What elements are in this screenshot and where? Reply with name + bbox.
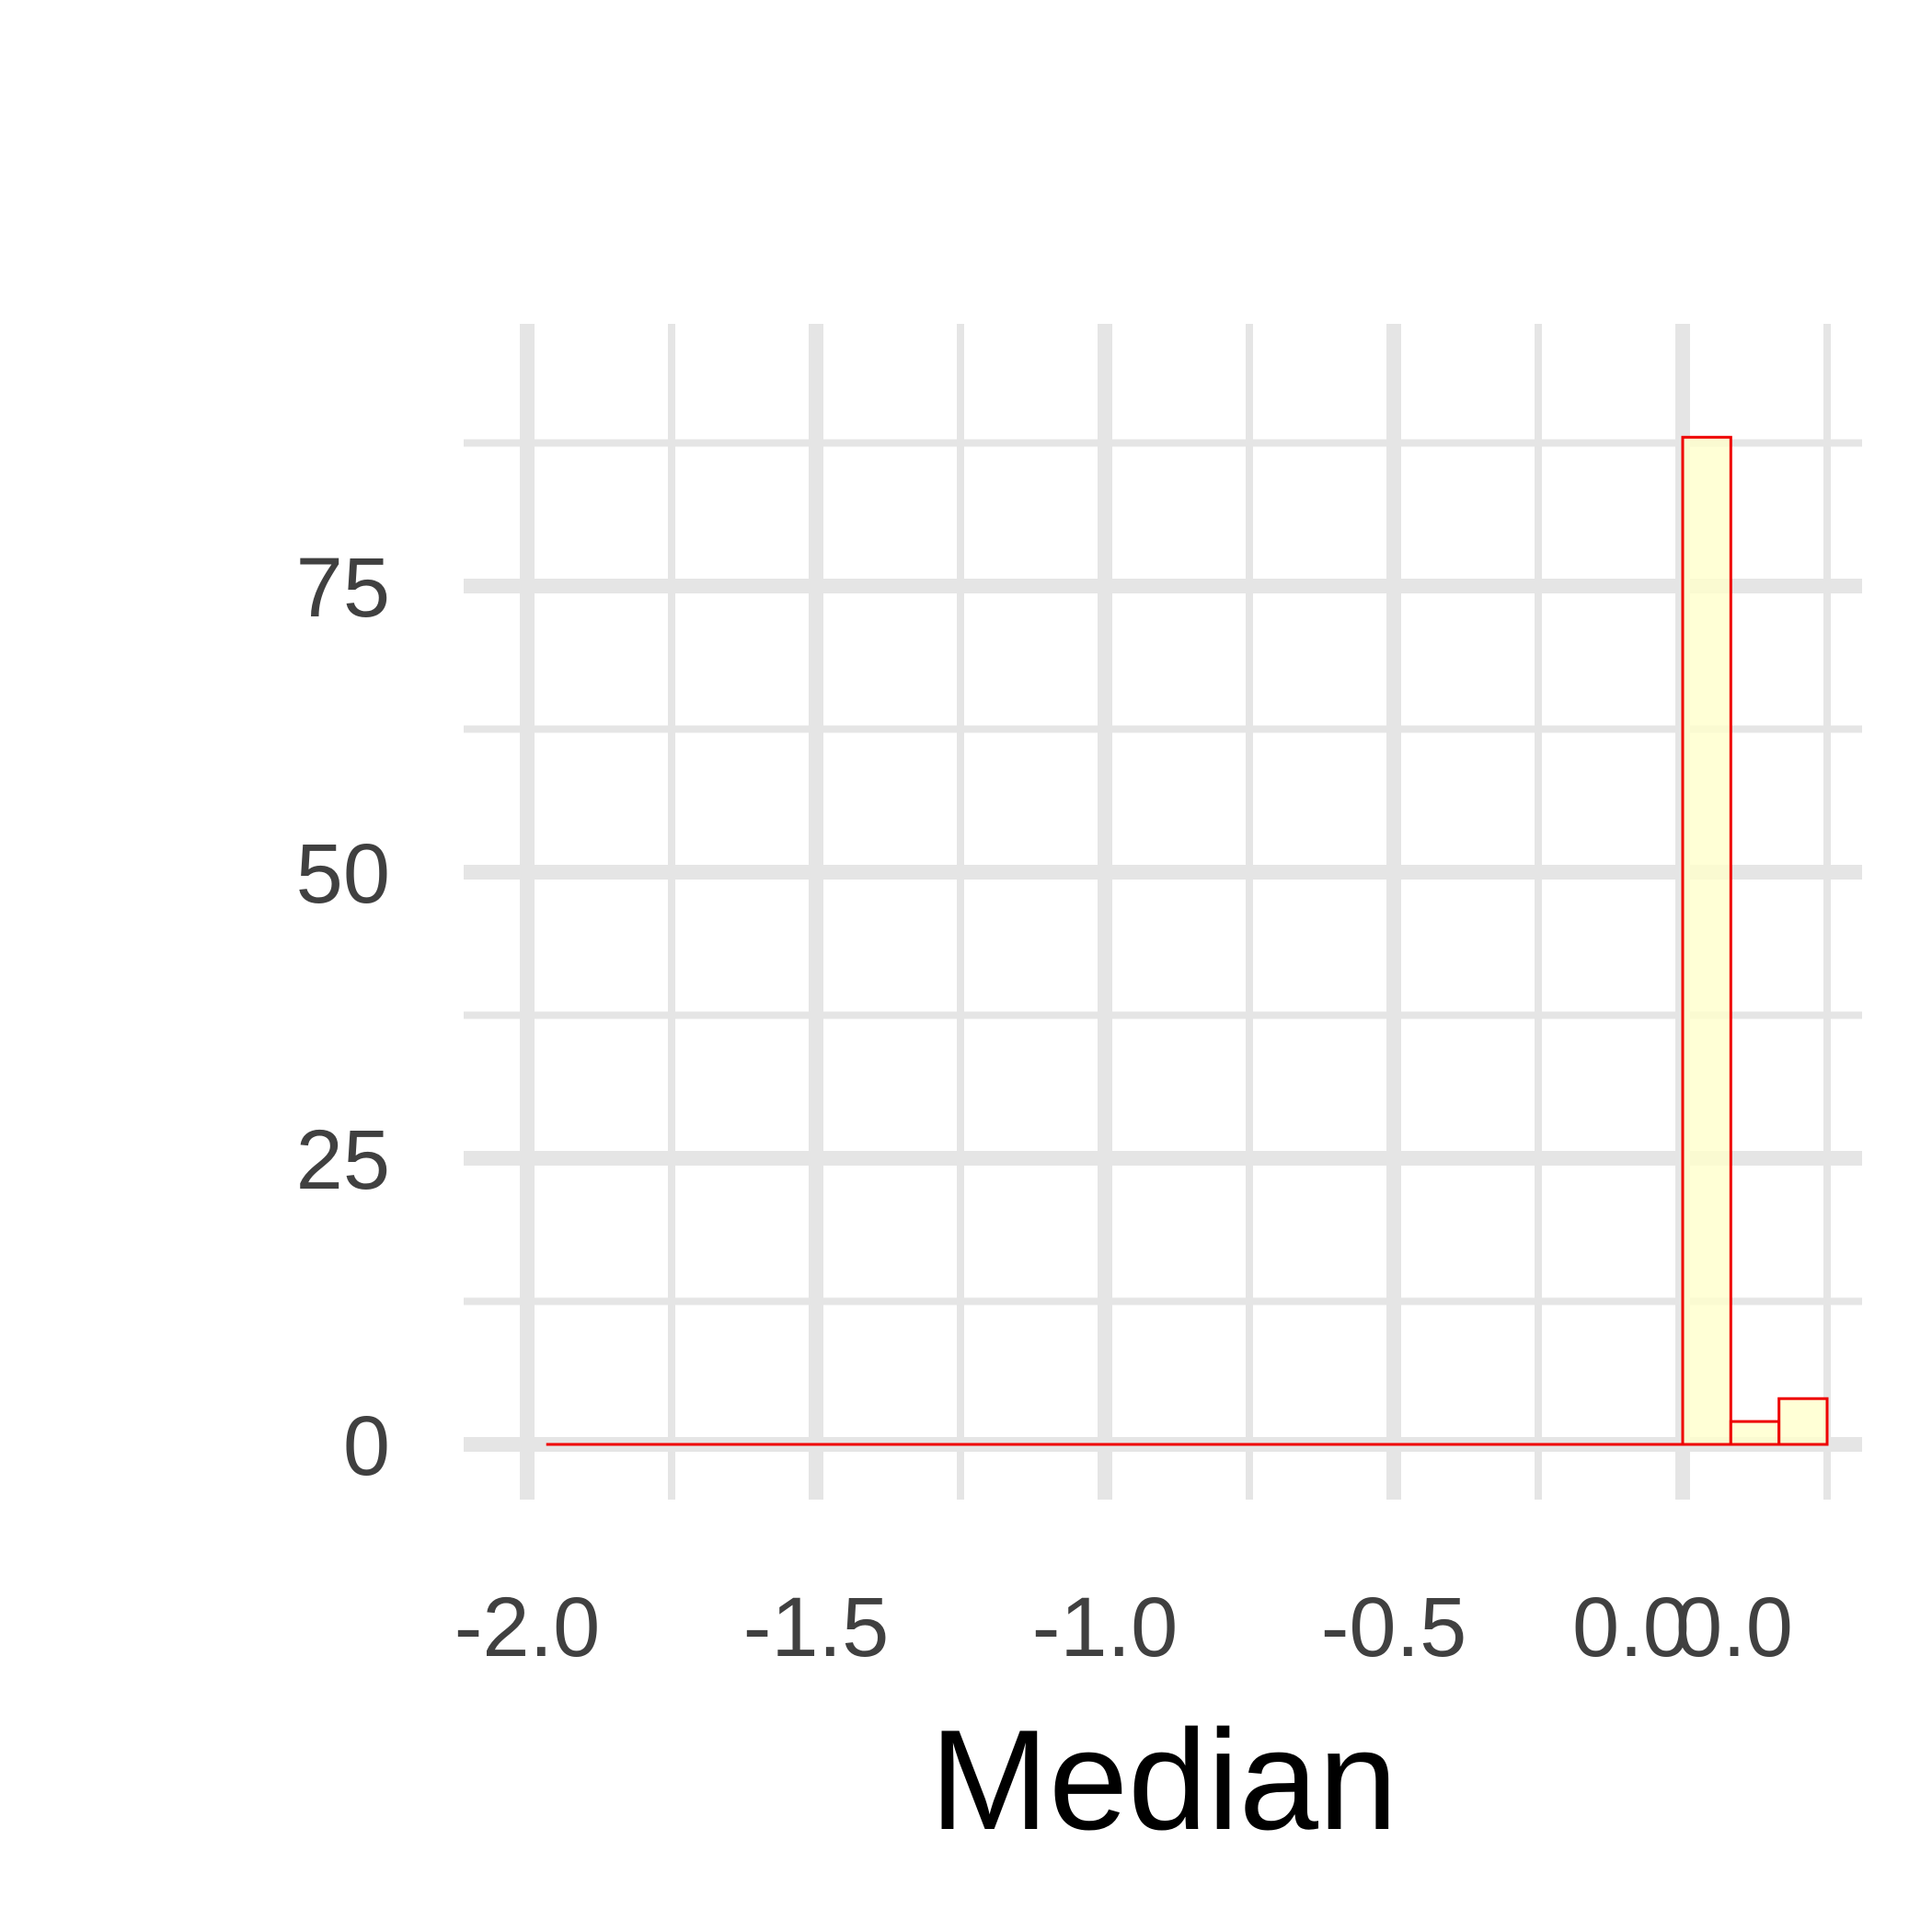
- y-tick-labels: 0 25 50 75: [296, 541, 390, 1493]
- x-tick-label: -1.0: [1032, 1581, 1179, 1674]
- histogram-bar: [1729, 1420, 1781, 1446]
- histogram-bar: [1777, 1397, 1829, 1446]
- grid-lines: [464, 324, 1862, 1500]
- y-tick-label: 50: [296, 827, 390, 921]
- x-axis-title: Median: [930, 1700, 1397, 1859]
- histogram-bars: [546, 435, 1829, 1446]
- x-tick-label: -0.5: [1321, 1581, 1467, 1674]
- y-tick-label: 75: [296, 541, 390, 635]
- x-tick-label: -2.0: [454, 1581, 601, 1674]
- x-tick-label: -1.5: [743, 1581, 890, 1674]
- histogram-bar: [1681, 435, 1732, 1446]
- y-tick-label: 25: [296, 1113, 390, 1207]
- y-tick-label: 0: [343, 1399, 390, 1493]
- x-tick-label: 0.0: [1675, 1581, 1793, 1674]
- x-tick-label: 0.0: [1572, 1581, 1690, 1674]
- x-tick-labels: -2.0 -1.5 -1.0 -0.5 0.00.0: [454, 1581, 1793, 1674]
